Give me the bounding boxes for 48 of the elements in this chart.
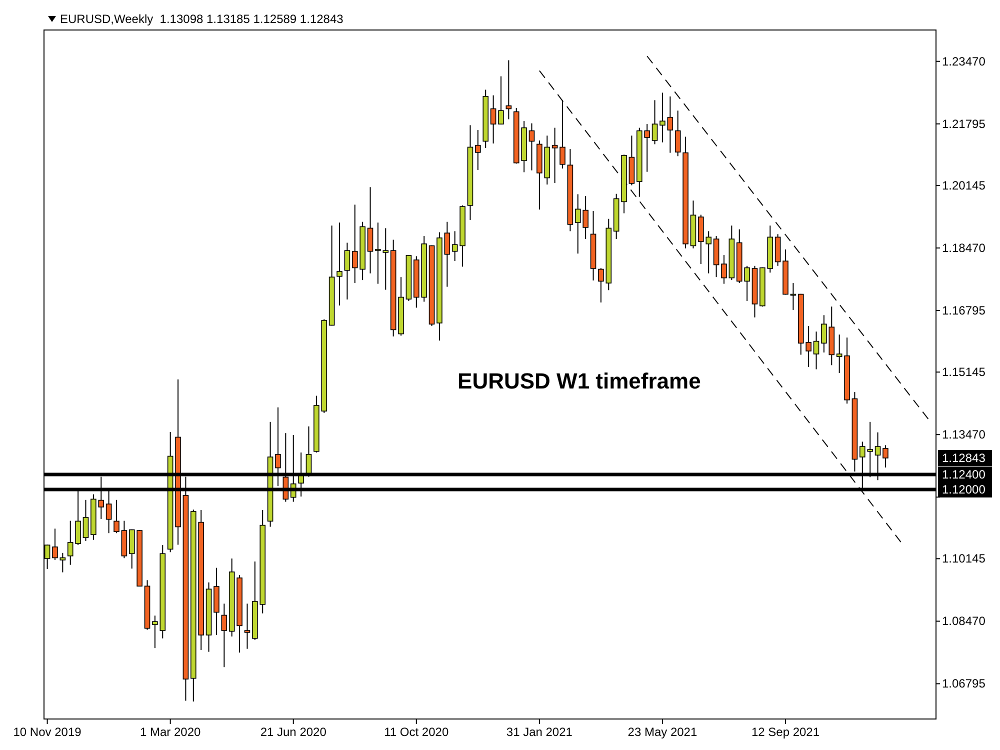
y-tick-label: 1.08470 xyxy=(942,614,986,628)
annotation: EURUSD W1 timeframe xyxy=(458,368,701,394)
candlestick xyxy=(552,127,558,184)
candlestick xyxy=(244,603,250,650)
candlestick xyxy=(498,76,504,125)
candlestick xyxy=(52,528,58,560)
x-tick-label: 1 Mar 2020 xyxy=(140,725,202,739)
text: 1.12843 xyxy=(942,450,986,465)
x-tick-label: 11 Oct 2020 xyxy=(384,725,449,739)
x-tick-label: 21 Jun 2020 xyxy=(260,725,327,739)
x-tick-label: 12 Sep 2021 xyxy=(751,725,820,739)
candlestick xyxy=(221,603,228,668)
y-tick-label: 1.15145 xyxy=(942,365,986,380)
y-tick-label: 1.23470 xyxy=(942,54,986,68)
x-tick-label: 31 Jan 2021 xyxy=(506,725,573,739)
ref-line-label: 1.12400 xyxy=(942,468,986,482)
candlestick xyxy=(674,110,681,157)
candlestick xyxy=(721,254,727,284)
x-tick-label: 23 May 2021 xyxy=(628,725,698,739)
y-tick-label: 1.13470 xyxy=(942,428,986,442)
candlestick xyxy=(344,242,350,300)
candlestick xyxy=(336,222,342,306)
candlestick xyxy=(444,221,450,288)
chart-title: EURUSD,Weekly 1.13098 1.13185 1.12589 1.12843 xyxy=(60,12,344,26)
candlestick xyxy=(882,444,888,468)
candlestick xyxy=(660,92,666,143)
candlestick xyxy=(528,122,535,171)
y-tick-label: 1.21795 xyxy=(942,116,986,131)
ref-line-label: 1.12000 xyxy=(942,482,986,496)
candlestick xyxy=(367,186,374,274)
candlestick xyxy=(813,331,820,370)
candlestick xyxy=(114,499,120,534)
candlestick xyxy=(667,96,674,154)
candlestick xyxy=(490,94,496,144)
y-tick-label: 1.10145 xyxy=(942,552,986,566)
candlestick xyxy=(452,230,458,262)
y-tick-label: 1.20145 xyxy=(942,178,986,192)
candlestick xyxy=(82,499,89,542)
candlestick xyxy=(652,100,658,145)
candlestick xyxy=(475,130,481,170)
candlestick xyxy=(60,552,66,573)
y-tick-label: 1.06795 xyxy=(942,676,986,691)
y-tick-label: 1.16795 xyxy=(942,303,986,318)
y-tick-label: 1.18470 xyxy=(942,240,986,255)
candlestick xyxy=(506,60,512,120)
candlestick xyxy=(560,100,566,169)
x-tick-label: 10 Nov 2019 xyxy=(13,725,82,739)
candlestick xyxy=(836,334,842,374)
